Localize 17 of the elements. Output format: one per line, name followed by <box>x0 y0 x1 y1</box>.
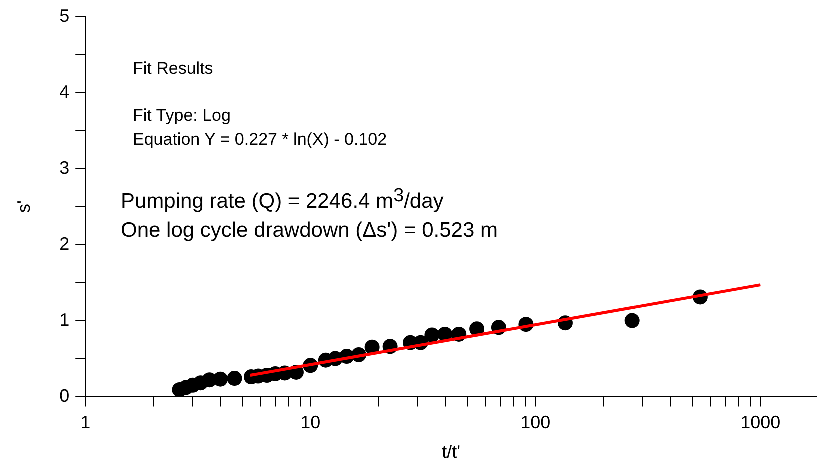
annotation: One log cycle drawdown (Δs') = 0.523 m <box>121 219 498 242</box>
y-axis-title: s' <box>14 200 34 214</box>
x-tick-label: 1 <box>80 412 91 433</box>
annotation: Fit Results <box>133 59 214 78</box>
x-tick-label: 10 <box>300 412 321 433</box>
y-tick-label: 3 <box>60 158 70 178</box>
x-tick-label: 100 <box>520 412 551 433</box>
y-tick-label: 0 <box>60 386 70 406</box>
annotation: Equation Y = 0.227 * ln(X) - 0.102 <box>133 130 388 149</box>
y-tick-label: 1 <box>60 310 70 330</box>
x-tick-label: 1000 <box>740 412 781 433</box>
annotation: Fit Type: Log <box>133 106 231 125</box>
y-tick-label: 2 <box>60 234 70 254</box>
annotation: Pumping rate (Q) = 2246.4 m$^{3}$/day <box>121 185 444 213</box>
y-tick-label: 4 <box>60 82 70 102</box>
y-tick-label: 5 <box>60 6 70 26</box>
x-axis-title: t/t' <box>442 442 461 462</box>
